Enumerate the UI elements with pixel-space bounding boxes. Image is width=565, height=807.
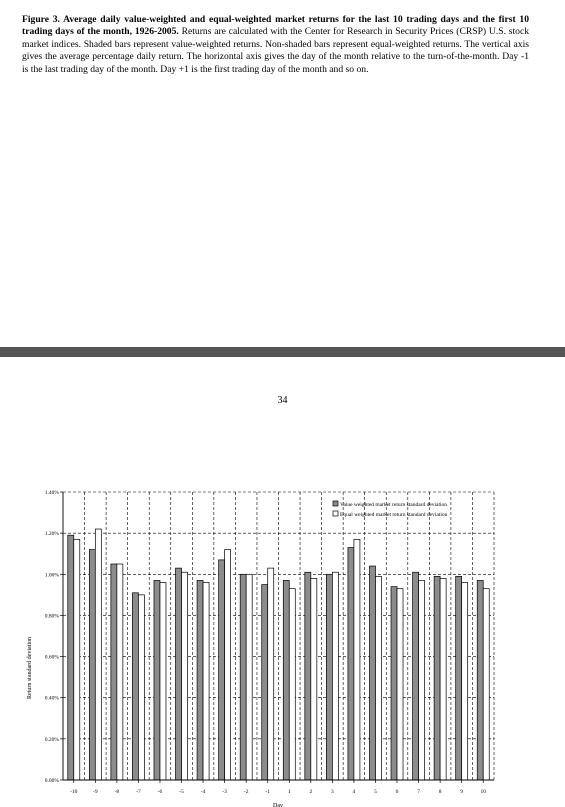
x-tick-label: 10 <box>480 789 486 795</box>
page-divider <box>0 347 565 357</box>
bar-value-weighted <box>132 592 139 781</box>
bar-equal-weighted <box>375 575 382 781</box>
y-tick-label: 1.00% <box>45 572 60 578</box>
x-tick-label: 4 <box>353 789 356 795</box>
y-tick-label: 0.00% <box>45 778 60 784</box>
bar-value-weighted <box>239 573 247 781</box>
x-axis-label: Day <box>273 803 283 807</box>
legend-swatch <box>332 500 339 507</box>
bar-equal-weighted <box>461 582 469 781</box>
bar-value-weighted <box>455 575 463 781</box>
bar-value-weighted <box>412 571 419 781</box>
bar-equal-weighted <box>396 588 404 781</box>
y-axis-label: Return standard deviation <box>27 637 33 699</box>
bar-equal-weighted <box>332 571 339 781</box>
legend-swatch <box>332 510 339 517</box>
bar-chart: 0.00% 0.20% 0.40% 0.60% 0.80% 1.00% 1.20% 1.40%… <box>27 490 495 807</box>
bar-equal-weighted <box>159 582 167 781</box>
x-tick-label: 7 <box>417 789 420 795</box>
bar-equal-weighted <box>224 549 231 781</box>
bar-equal-weighted <box>310 578 318 781</box>
legend: Value weighted market return standard de… <box>332 500 448 518</box>
caption-lead: Figure 3. Average daily value-weighted a… <box>22 14 529 38</box>
bar-value-weighted <box>282 580 290 781</box>
x-tick-label: 5 <box>374 789 377 795</box>
bar-equal-weighted <box>202 582 210 781</box>
bar-value-weighted <box>476 580 484 781</box>
x-tick-label: 6 <box>396 789 399 795</box>
bar-value-weighted <box>67 534 75 781</box>
axes: 0.00% 0.20% 0.40% 0.60% 0.80% 1.00% 1.20% 1.40%… <box>45 490 494 795</box>
page-number: 34 <box>277 395 288 406</box>
bar-value-weighted <box>110 563 118 781</box>
y-tick-label: 0.60% <box>45 655 60 661</box>
bar-equal-weighted <box>94 528 102 781</box>
bar-value-weighted <box>433 575 441 781</box>
x-tick-label: -6 <box>158 789 163 795</box>
bar-equal-weighted <box>482 588 490 781</box>
bar-equal-weighted <box>267 567 275 781</box>
x-tick-label: -8 <box>115 789 120 795</box>
bar-equal-weighted <box>181 571 188 781</box>
bar-value-weighted <box>153 580 161 781</box>
bar-equal-weighted <box>73 538 81 781</box>
y-tick-label: 0.20% <box>45 737 60 743</box>
x-tick-label: -10 <box>70 789 78 795</box>
bar-value-weighted <box>196 580 204 781</box>
x-tick-label: -9 <box>93 789 98 795</box>
bar-value-weighted <box>369 565 376 781</box>
x-tick-label: 1 <box>288 789 291 795</box>
bar-value-weighted <box>347 547 355 781</box>
legend-label: Value weighted market return standard de… <box>340 502 447 508</box>
bar-value-weighted <box>88 549 96 781</box>
figure-caption: Figure 3. Average daily value-weighted a… <box>22 14 529 76</box>
bar-equal-weighted <box>116 563 124 781</box>
bar-value-weighted <box>175 567 182 781</box>
bar-value-weighted <box>218 559 225 781</box>
bar-value-weighted <box>390 586 398 781</box>
bars <box>67 528 490 781</box>
y-tick-label: 1.20% <box>45 531 60 537</box>
x-tick-label: 3 <box>331 789 334 795</box>
x-tick-label: -4 <box>201 789 206 795</box>
x-tick-label: -5 <box>179 789 184 795</box>
bar-equal-weighted <box>353 538 361 781</box>
legend-label: Equal weighted market return standard de… <box>340 512 448 518</box>
bar-equal-weighted <box>439 578 447 781</box>
bar-equal-weighted <box>138 594 145 781</box>
bar-equal-weighted <box>288 588 296 781</box>
y-tick-label: 0.80% <box>45 613 60 619</box>
y-tick-label: 1.40% <box>45 490 60 496</box>
bar-value-weighted <box>304 571 312 781</box>
x-tick-label: -1 <box>265 789 270 795</box>
x-tick-label: 2 <box>309 789 312 795</box>
x-tick-label: -2 <box>244 789 249 795</box>
bar-value-weighted <box>261 584 269 781</box>
y-tick-label: 0.40% <box>45 696 60 702</box>
x-tick-label: -3 <box>222 789 227 795</box>
bar-equal-weighted <box>245 573 253 781</box>
bar-value-weighted <box>326 573 333 781</box>
gridlines <box>63 491 495 780</box>
bar-equal-weighted <box>418 580 425 781</box>
caption-body: Returns are calculated with the Center f… <box>22 26 530 75</box>
x-tick-label: -7 <box>136 789 141 795</box>
x-tick-label: 8 <box>439 789 442 795</box>
x-tick-label: 9 <box>460 789 463 795</box>
